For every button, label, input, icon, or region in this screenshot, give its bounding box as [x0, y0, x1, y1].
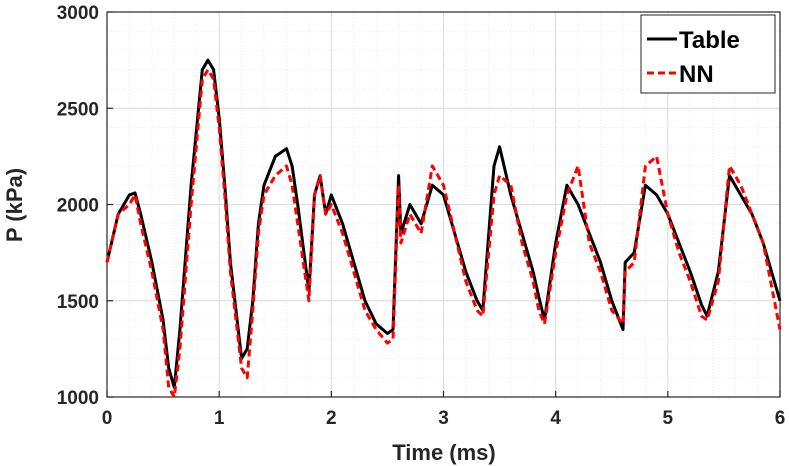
y-tick-label: 1000 — [57, 388, 99, 409]
legend: Table NN — [640, 14, 776, 94]
y-tick-label: 2500 — [57, 99, 99, 120]
x-tick-label: 6 — [775, 408, 786, 429]
y-axis-ticks: 1000 1500 2000 2500 3000 — [57, 3, 113, 409]
legend-box — [640, 14, 776, 94]
x-tick-label: 4 — [550, 408, 561, 429]
legend-label-table: Table — [679, 27, 740, 54]
x-tick-label: 2 — [326, 408, 337, 429]
x-axis-label: Time (ms) — [392, 440, 496, 465]
series-line-nn — [105, 68, 782, 399]
y-tick-label: 3000 — [57, 3, 99, 24]
y-tick-label: 1500 — [57, 292, 99, 313]
x-tick-label: 3 — [438, 408, 449, 429]
legend-label-nn: NN — [679, 61, 714, 88]
x-axis-ticks: 0 1 2 3 4 5 6 — [102, 391, 786, 429]
series-layer — [105, 58, 782, 399]
x-tick-label: 1 — [214, 408, 225, 429]
y-tick-label: 2000 — [57, 196, 99, 217]
y-axis-label: P (kPa) — [2, 168, 27, 242]
x-tick-label: 0 — [102, 408, 113, 429]
x-tick-label: 5 — [663, 408, 674, 429]
